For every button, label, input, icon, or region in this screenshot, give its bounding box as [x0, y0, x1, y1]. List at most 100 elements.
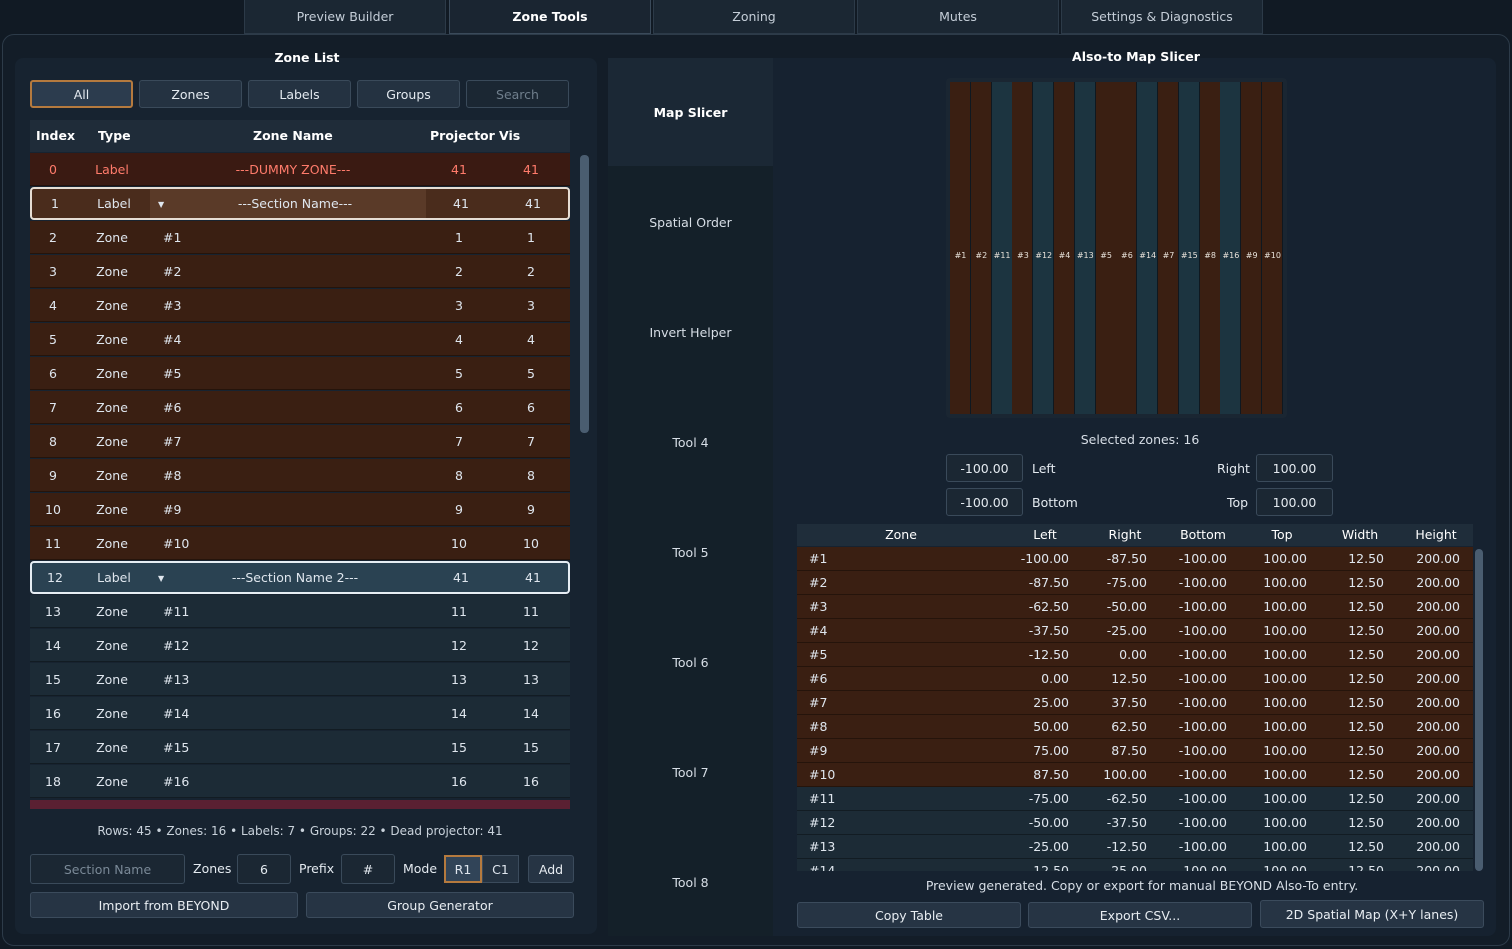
table-row[interactable]: 12 Label ---Section Name 2--- 41 41 ▼ — [30, 561, 570, 594]
filter-all-button[interactable]: All — [30, 80, 133, 108]
slice-strip[interactable]: #12 — [1033, 82, 1055, 414]
tab-mutes[interactable]: Mutes — [857, 0, 1059, 34]
col-zone-name[interactable]: Zone Name — [253, 128, 333, 143]
table-row[interactable]: 1 Label ---Section Name--- 41 41 ▼ — [30, 187, 570, 220]
slice-strip[interactable]: #8 — [1199, 82, 1221, 414]
dropdown-caret-icon[interactable]: ▼ — [158, 574, 165, 583]
filter-zones-button[interactable]: Zones — [139, 80, 242, 108]
left-bound-input[interactable]: -100.00 — [946, 454, 1023, 482]
nav-spatial-order[interactable]: Spatial Order — [649, 214, 732, 230]
filter-labels-button[interactable]: Labels — [248, 80, 351, 108]
row-zone-name[interactable]: #15 — [163, 740, 190, 755]
dropdown-caret-icon[interactable]: ▼ — [158, 200, 165, 209]
table-row[interactable]: 16 Zone #14 14 14 — [30, 697, 570, 730]
slice-table-row[interactable]: #8 50.00 62.50 -100.00 100.00 12.50 200.00 — [797, 715, 1473, 739]
col-left[interactable]: Left — [1033, 527, 1057, 542]
table-row[interactable]: 9 Zone #8 8 8 — [30, 459, 570, 492]
slicer-map[interactable]: #1 #2 #11 #3 #12 #4 #13 #5 #6 #14 #7 #15 #8 #16 #9 #10 — [946, 78, 1287, 418]
col-projector[interactable]: Projector — [430, 128, 495, 143]
export-csv-button[interactable]: Export CSV... — [1028, 902, 1252, 928]
zones-count-input[interactable]: 6 — [237, 854, 291, 884]
table-row[interactable]: 15 Zone #13 13 13 — [30, 663, 570, 696]
col-type[interactable]: Type — [98, 128, 131, 143]
slice-strip[interactable]: #7 — [1158, 82, 1179, 414]
row-zone-name[interactable]: #1 — [163, 230, 182, 245]
row-zone-name[interactable]: #9 — [163, 502, 182, 517]
slice-table-row[interactable]: #1 -100.00 -87.50 -100.00 100.00 12.50 200.00 — [797, 547, 1473, 571]
top-bound-input[interactable]: 100.00 — [1256, 488, 1333, 516]
slice-table-row[interactable]: #10 87.50 100.00 -100.00 100.00 12.50 200.00 — [797, 763, 1473, 787]
col-bottom[interactable]: Bottom — [1180, 527, 1226, 542]
table-row[interactable]: 0 Label ---DUMMY ZONE--- 41 41 — [30, 153, 570, 186]
slice-strip[interactable]: #10 — [1262, 82, 1283, 414]
slice-strip[interactable]: #4 — [1054, 82, 1075, 414]
row-zone-name[interactable]: #13 — [163, 672, 190, 687]
slice-strip[interactable]: #9 — [1241, 82, 1263, 414]
mode-r1-toggle[interactable]: R1 — [444, 855, 482, 883]
right-bound-input[interactable]: 100.00 — [1256, 454, 1333, 482]
table-row[interactable]: 3 Zone #2 2 2 — [30, 255, 570, 288]
table-row[interactable]: 13 Zone #11 11 11 — [30, 595, 570, 628]
row-zone-name[interactable]: ---Section Name 2--- — [231, 570, 359, 585]
slice-strip[interactable]: #2 — [970, 82, 992, 414]
col-height[interactable]: Height — [1415, 527, 1457, 542]
slice-strip[interactable]: #15 — [1178, 82, 1200, 414]
table-row[interactable]: 2 Zone #1 1 1 — [30, 221, 570, 254]
table-row[interactable]: 5 Zone #4 4 4 — [30, 323, 570, 356]
slice-table-row[interactable]: #7 25.00 37.50 -100.00 100.00 12.50 200.00 — [797, 691, 1473, 715]
nav-map-slicer[interactable]: Map Slicer — [608, 58, 773, 166]
slice-table-row[interactable]: #11 -75.00 -62.50 -100.00 100.00 12.50 200.00 — [797, 787, 1473, 811]
mode-c1-toggle[interactable]: C1 — [482, 855, 519, 883]
row-zone-name[interactable]: #5 — [163, 366, 182, 381]
col-index[interactable]: Index — [36, 128, 76, 143]
slice-table-row[interactable]: #2 -87.50 -75.00 -100.00 100.00 12.50 200.00 — [797, 571, 1473, 595]
table-row[interactable]: 18 Zone #16 16 16 — [30, 765, 570, 798]
zone-table-scrollbar[interactable] — [580, 155, 589, 433]
add-button[interactable]: Add — [528, 855, 574, 883]
spatial-map-button[interactable]: 2D Spatial Map (X+Y lanes) — [1260, 900, 1484, 928]
slice-table-row[interactable]: #12 -50.00 -37.50 -100.00 100.00 12.50 200.00 — [797, 811, 1473, 835]
row-zone-name[interactable]: #12 — [163, 638, 190, 653]
row-zone-name[interactable]: #10 — [163, 536, 190, 551]
col-right[interactable]: Right — [1108, 527, 1142, 542]
row-zone-name[interactable]: #6 — [163, 400, 182, 415]
nav-tool-4[interactable]: Tool 4 — [672, 434, 709, 450]
row-zone-name[interactable]: #8 — [163, 468, 182, 483]
slice-strip[interactable]: #14 — [1137, 82, 1159, 414]
slice-table-row[interactable]: #6 0.00 12.50 -100.00 100.00 12.50 200.00 — [797, 667, 1473, 691]
slice-strip[interactable]: #6 — [1116, 82, 1138, 414]
slice-strip[interactable]: #3 — [1012, 82, 1034, 414]
col-vis-fixture[interactable]: Vis Fixture — [499, 128, 549, 175]
row-zone-name[interactable]: #14 — [163, 706, 190, 721]
table-row[interactable]: 11 Zone #10 10 10 — [30, 527, 570, 560]
slice-table-row[interactable]: #14 12.50 25.00 -100.00 100.00 12.50 200.00 — [797, 859, 1473, 871]
nav-tool-7[interactable]: Tool 7 — [672, 764, 709, 780]
nav-tool-6[interactable]: Tool 6 — [672, 654, 709, 670]
slice-strip[interactable]: #16 — [1220, 82, 1242, 414]
slice-strip[interactable]: #5 — [1095, 82, 1117, 414]
nav-tool-5[interactable]: Tool 5 — [672, 544, 709, 560]
tab-zone-tools[interactable]: Zone Tools — [449, 0, 651, 34]
slice-table-row[interactable]: #9 75.00 87.50 -100.00 100.00 12.50 200.00 — [797, 739, 1473, 763]
table-row[interactable]: 6 Zone #5 5 5 — [30, 357, 570, 390]
search-input[interactable]: Search — [466, 80, 569, 108]
slice-table-row[interactable]: #3 -62.50 -50.00 -100.00 100.00 12.50 200.00 — [797, 595, 1473, 619]
row-zone-name[interactable]: #11 — [163, 604, 190, 619]
row-zone-name[interactable]: #7 — [163, 434, 182, 449]
table-row[interactable]: 14 Zone #12 12 12 — [30, 629, 570, 662]
tab-preview-builder[interactable]: Preview Builder — [244, 0, 446, 34]
tab-settings-diagnostics[interactable]: Settings & Diagnostics — [1061, 0, 1263, 34]
section-name-input[interactable]: Section Name — [30, 854, 185, 884]
col-zone[interactable]: Zone — [885, 527, 917, 542]
row-zone-name[interactable]: #2 — [163, 264, 182, 279]
bottom-bound-input[interactable]: -100.00 — [946, 488, 1023, 516]
zone-name-editor[interactable] — [150, 189, 426, 218]
row-zone-name[interactable]: ---DUMMY ZONE--- — [235, 162, 351, 177]
slice-strip[interactable]: #13 — [1074, 82, 1096, 414]
group-generator-button[interactable]: Group Generator — [306, 892, 574, 918]
slice-table-row[interactable]: #13 -25.00 -12.50 -100.00 100.00 12.50 200.00 — [797, 835, 1473, 859]
col-width[interactable]: Width — [1341, 527, 1379, 542]
slice-table-scrollbar[interactable] — [1475, 549, 1483, 871]
prefix-input[interactable]: # — [341, 854, 395, 884]
tab-zoning[interactable]: Zoning — [653, 0, 855, 34]
